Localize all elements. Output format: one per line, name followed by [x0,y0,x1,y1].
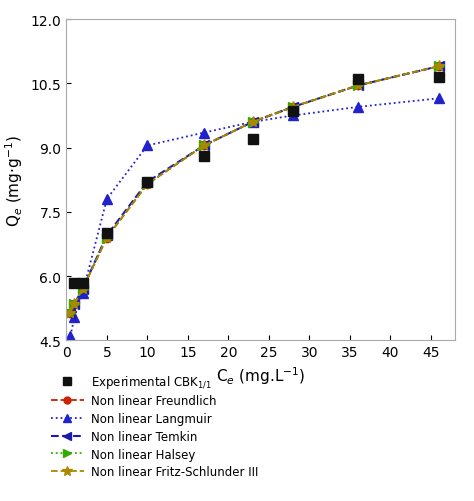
X-axis label: C$_e$ (mg.L$^{-1}$): C$_e$ (mg.L$^{-1}$) [216,365,305,387]
Y-axis label: Q$_e$ (mg·g$^{-1}$): Q$_e$ (mg·g$^{-1}$) [3,134,25,226]
Legend: Experimental CBK$_{1/1}$, Non linear Freundlich, Non linear Langmuir, Non linear: Experimental CBK$_{1/1}$, Non linear Fre… [46,369,263,483]
